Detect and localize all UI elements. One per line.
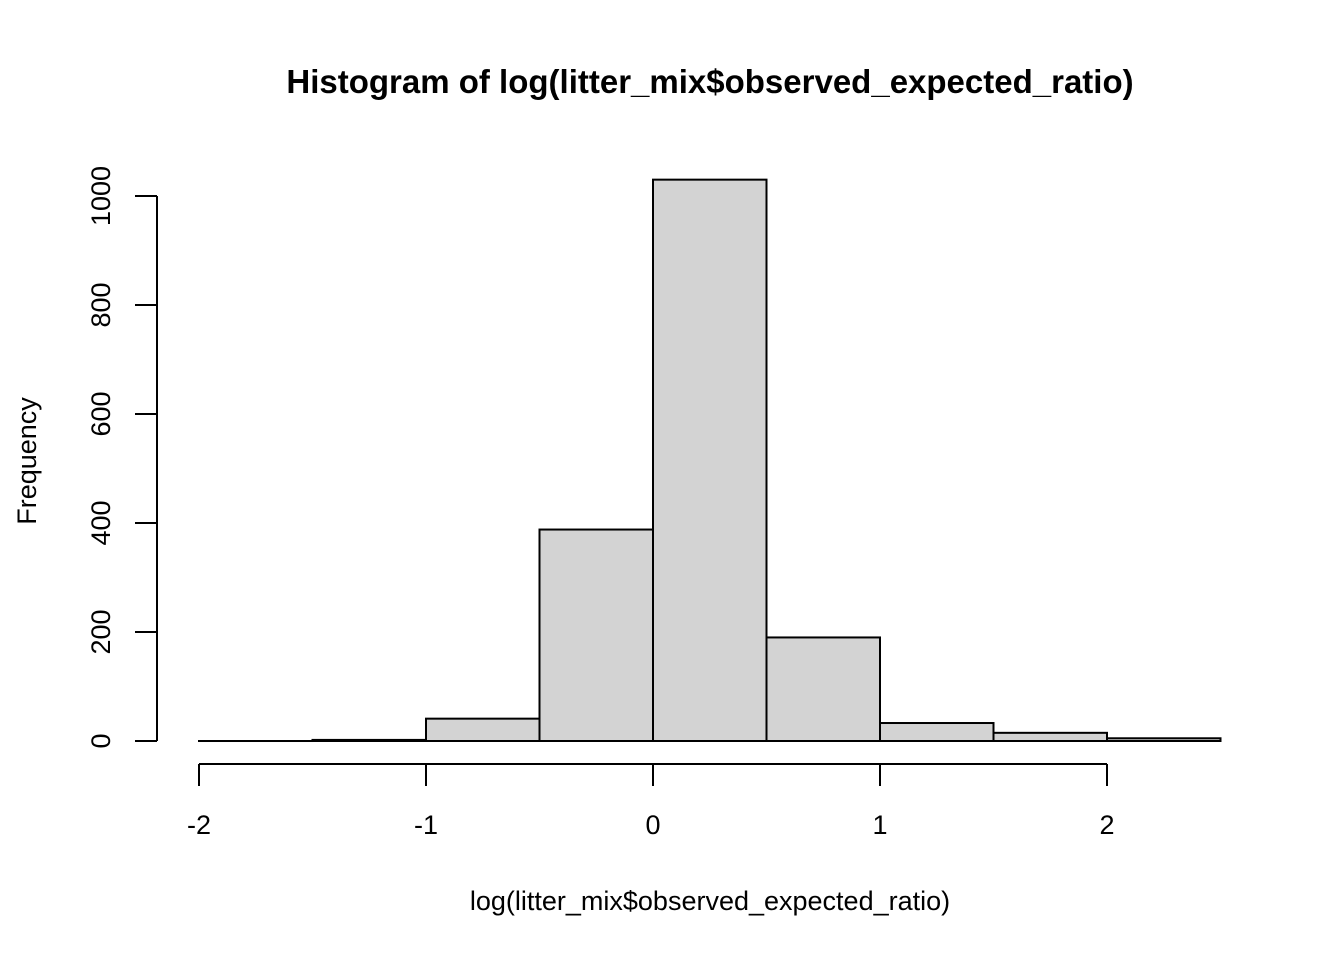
x-tick-label: 2 (1099, 810, 1114, 840)
y-tick-label: 1000 (86, 166, 116, 226)
bars-group (198, 178, 1222, 743)
histogram-bar (425, 717, 541, 743)
y-tick-label: 200 (86, 609, 116, 654)
x-tick-label: -2 (187, 810, 211, 840)
histogram-bar (652, 178, 768, 742)
x-tick-label: -1 (414, 810, 438, 840)
histogram-bar (765, 636, 881, 743)
y-tick-label: 600 (86, 391, 116, 436)
histogram-bar (879, 722, 995, 743)
y-tick-label: 0 (86, 733, 116, 748)
x-tick-label: 1 (872, 810, 887, 840)
x-axis-label: log(litter_mix$observed_expected_ratio) (470, 886, 950, 916)
y-axis: 0 200 400 600 800 1000 (86, 166, 158, 749)
histogram-bar (538, 528, 654, 742)
histogram-bar (992, 731, 1108, 743)
y-tick-label: 400 (86, 500, 116, 545)
x-tick-label: 0 (645, 810, 660, 840)
x-axis: -2 -1 0 1 2 (187, 763, 1115, 840)
y-axis-label: Frequency (12, 397, 42, 525)
histogram-bar (311, 738, 427, 742)
histogram-bar (1106, 737, 1222, 743)
chart-title: Histogram of log(litter_mix$observed_exp… (286, 63, 1133, 100)
y-tick-label: 800 (86, 282, 116, 327)
